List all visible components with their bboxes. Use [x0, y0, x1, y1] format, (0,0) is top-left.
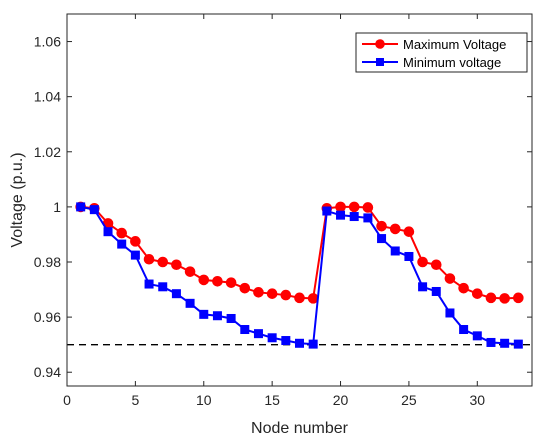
x-tick-label: 10: [196, 392, 212, 408]
series-0-point: [184, 266, 196, 277]
plot-layer: 0 5 10 15 20 25 30 0.94 0.96 0.98 1 1.02 1.04 1.06: [34, 13, 533, 408]
series-1-point: [404, 251, 414, 261]
series-0-point: [335, 201, 346, 213]
series-0-point: [280, 289, 292, 301]
y-tick-label: 1.04: [34, 89, 61, 105]
x-tick-label: 30: [470, 392, 486, 408]
series-0-point: [389, 223, 401, 235]
legend-marker-1: [376, 58, 384, 66]
series-0-point: [212, 275, 223, 287]
series-0-point: [253, 287, 264, 298]
series-1-point: [226, 313, 236, 323]
series-1-point: [459, 325, 469, 335]
x-tick-label: 20: [333, 392, 349, 408]
series-1-point: [117, 239, 127, 249]
series-1-point: [103, 227, 113, 237]
series-0-point: [225, 277, 237, 288]
series-1-point: [76, 202, 86, 212]
series-1-point: [349, 212, 359, 222]
legend: Maximum Voltage Minimum voltage: [355, 32, 528, 73]
series-1-point: [390, 246, 400, 256]
series-1-point: [295, 338, 304, 348]
series-1-point: [171, 289, 181, 299]
series-1-point: [89, 205, 99, 215]
series-1-point: [212, 311, 222, 321]
series-1-point: [267, 333, 277, 343]
series-1-point: [336, 210, 346, 220]
y-tick-label: 1.06: [34, 34, 61, 50]
series-1-point: [445, 308, 455, 318]
series-1-point: [322, 206, 332, 216]
x-tick-label: 15: [264, 392, 280, 408]
series-0-point: [513, 292, 524, 304]
series-0-point: [130, 236, 141, 247]
y-tick-label: 0.94: [34, 364, 61, 380]
series-1-point: [418, 282, 428, 292]
y-tick-label: 0.96: [34, 309, 61, 325]
series-1-point: [431, 286, 441, 296]
series-1-point: [185, 298, 195, 308]
series-0-point: [485, 292, 497, 304]
y-tick-label: 1.02: [34, 144, 61, 160]
series-1-point: [500, 338, 510, 348]
legend-label-0: Maximum Voltage: [403, 37, 506, 52]
plot-frame: [66, 13, 533, 387]
y-tick-label: 0.98: [34, 254, 61, 270]
series-0-point: [430, 259, 442, 271]
legend-marker-0: [375, 39, 385, 49]
legend-label-1: Minimum voltage: [403, 55, 501, 70]
series-1-point: [513, 339, 523, 349]
series-0-point: [348, 201, 360, 213]
series-0-point: [239, 282, 251, 294]
series-1-point: [144, 279, 154, 289]
series-0-point: [417, 256, 428, 268]
series-1-point: [199, 309, 209, 319]
series-0-point: [471, 288, 483, 299]
series-1-point: [281, 336, 291, 346]
series-1-point: [486, 337, 496, 347]
series-0-point: [458, 282, 469, 294]
series-0-point: [499, 293, 510, 304]
series-0-point: [444, 273, 456, 284]
series-0-point: [116, 227, 128, 239]
series-0-point: [198, 274, 210, 286]
series-0-point: [171, 259, 182, 271]
series-1-point: [158, 282, 168, 292]
series-1-point: [472, 331, 482, 341]
series-1-point: [253, 329, 263, 339]
x-tick-label: 5: [131, 392, 139, 408]
x-tick-label: 25: [401, 392, 417, 408]
series-1-point: [240, 325, 250, 335]
y-tick-label: 1: [53, 199, 61, 215]
series-0-point: [362, 202, 374, 213]
series-0-point: [403, 226, 415, 237]
series-0-point: [266, 288, 278, 299]
legend-box: [355, 32, 528, 73]
series-1-point: [308, 339, 318, 349]
series-0-point: [157, 256, 169, 268]
series-1-point: [377, 234, 387, 244]
series-0-point: [294, 292, 305, 304]
y-axis-label: Voltage (p.u.): [9, 152, 26, 247]
series-0-point: [376, 220, 387, 232]
series-1-point: [130, 250, 140, 260]
series-0-point: [143, 253, 155, 265]
x-axis-label: Node number: [251, 420, 349, 437]
series-1-point: [363, 213, 373, 223]
x-tick-label: 0: [63, 392, 71, 408]
